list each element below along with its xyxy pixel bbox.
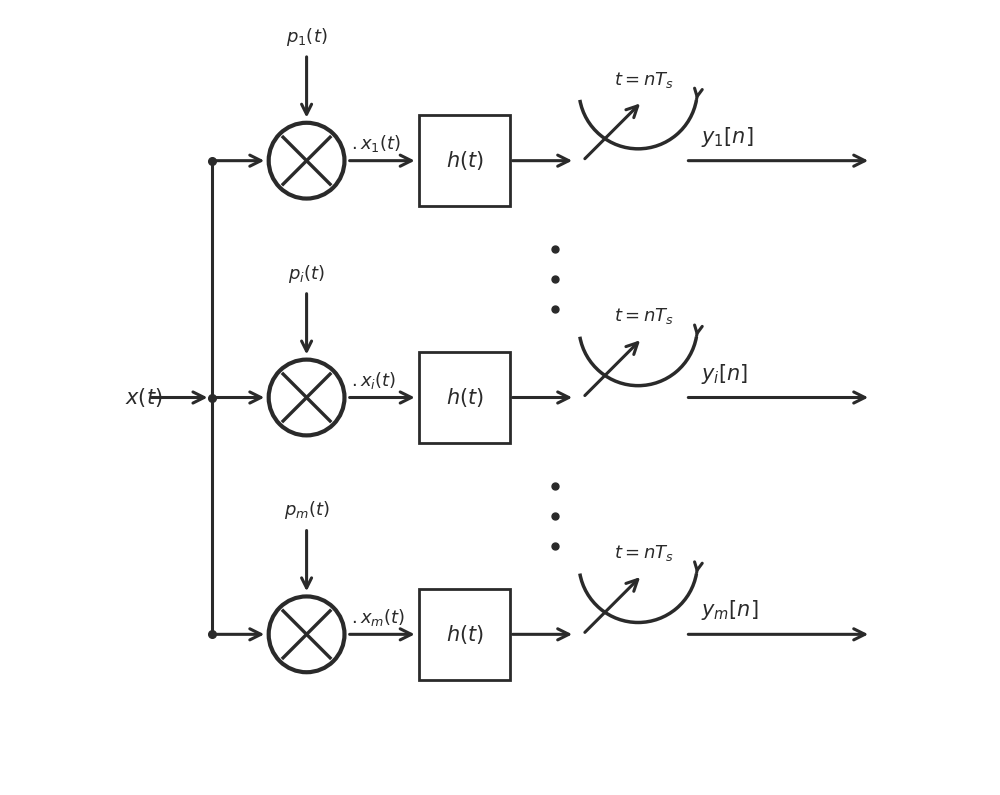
Text: $\mathit{p}_{1}(\mathit{t})$: $\mathit{p}_{1}(\mathit{t})$ [286, 25, 327, 48]
Text: $\mathit{t} = \mathit{n}\mathit{T}_{\mathit{s}}$: $\mathit{t} = \mathit{n}\mathit{T}_{\mat… [614, 306, 674, 327]
Text: $\mathit{p}_{i}(\mathit{t})$: $\mathit{p}_{i}(\mathit{t})$ [288, 262, 325, 285]
Bar [419, 115, 510, 206]
Text: $\mathit{y}_{m}[\mathit{n}]$: $\mathit{y}_{m}[\mathit{n}]$ [701, 599, 759, 622]
Text: $\it{h(t)}$: $\it{h(t)}$ [446, 386, 483, 409]
Text: $\mathit{p}_{m}(\mathit{t})$: $\mathit{p}_{m}(\mathit{t})$ [284, 499, 329, 522]
Text: $\mathit{x}(\mathit{t})$: $\mathit{x}(\mathit{t})$ [125, 386, 163, 409]
Text: $\it{h(t)}$: $\it{h(t)}$ [446, 149, 483, 173]
Text: $\mathit{.x}_{m}(\mathit{t})$: $\mathit{.x}_{m}(\mathit{t})$ [351, 607, 405, 628]
Text: $\mathit{y}_{i}[\mathit{n}]$: $\mathit{y}_{i}[\mathit{n}]$ [701, 362, 749, 386]
Bar [419, 589, 510, 680]
Text: $\it{h(t)}$: $\it{h(t)}$ [446, 622, 483, 646]
Text: $\mathit{t} = \mathit{n}\mathit{T}_{\mathit{s}}$: $\mathit{t} = \mathit{n}\mathit{T}_{\mat… [614, 543, 674, 564]
Text: $\mathit{y}_{1}[\mathit{n}]$: $\mathit{y}_{1}[\mathit{n}]$ [701, 125, 754, 149]
Text: $\mathit{.x}_{i}(\mathit{t})$: $\mathit{.x}_{i}(\mathit{t})$ [351, 370, 396, 391]
Text: $\mathit{.x}_{1}(\mathit{t})$: $\mathit{.x}_{1}(\mathit{t})$ [351, 134, 401, 154]
Text: $\mathit{t} = \mathit{n}\mathit{T}_{\mathit{s}}$: $\mathit{t} = \mathit{n}\mathit{T}_{\mat… [614, 70, 674, 90]
Bar [419, 352, 510, 443]
